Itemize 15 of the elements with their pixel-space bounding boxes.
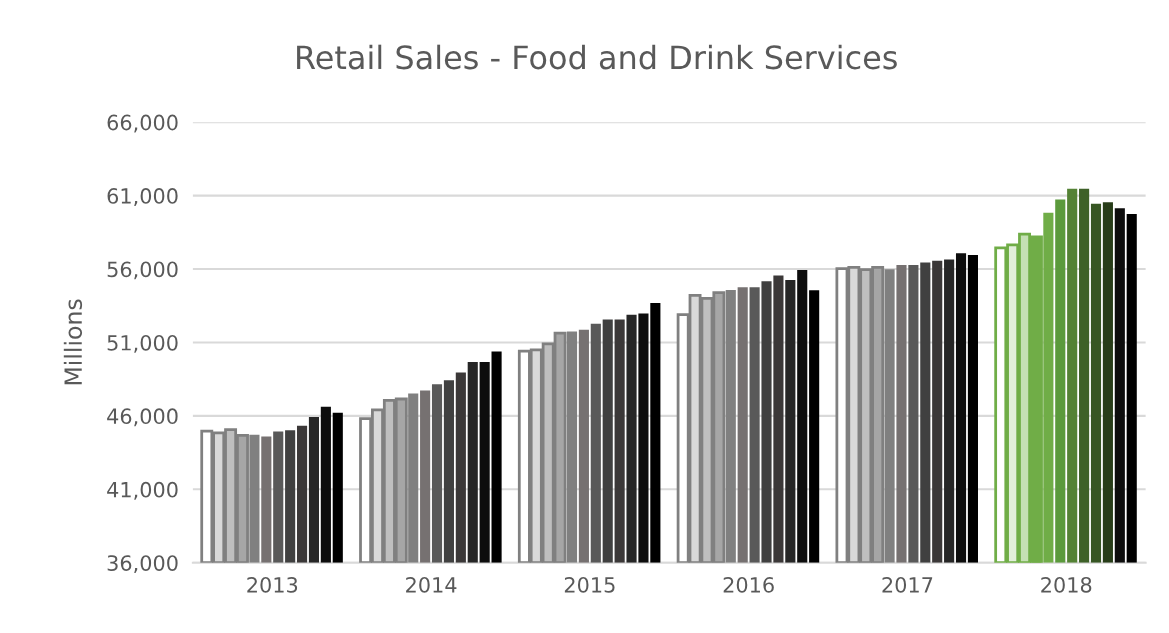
x-tick-label: 2017 [882, 576, 933, 593]
y-tick-label: 61,000 [107, 188, 178, 206]
x-tick-label: 2015 [564, 576, 615, 593]
y-tick-label: 41,000 [107, 481, 178, 500]
x-tick-label: 2014 [406, 576, 457, 593]
x-tick-label: 2016 [723, 576, 774, 593]
y-axis-title: Millions [63, 299, 83, 385]
x-tick-label: 2018 [1041, 576, 1092, 593]
y-tick-label: 36,000 [107, 555, 178, 574]
y-tick-label: 51,000 [107, 334, 178, 353]
y-tick-label: 66,000 [107, 114, 178, 133]
y-tick-label: 46,000 [107, 408, 178, 427]
y-tick-label: 56,000 [107, 261, 178, 280]
x-tick-label: 2013 [247, 576, 298, 593]
chart-title: Retail Sales - Food and Drink Services [297, 44, 897, 70]
